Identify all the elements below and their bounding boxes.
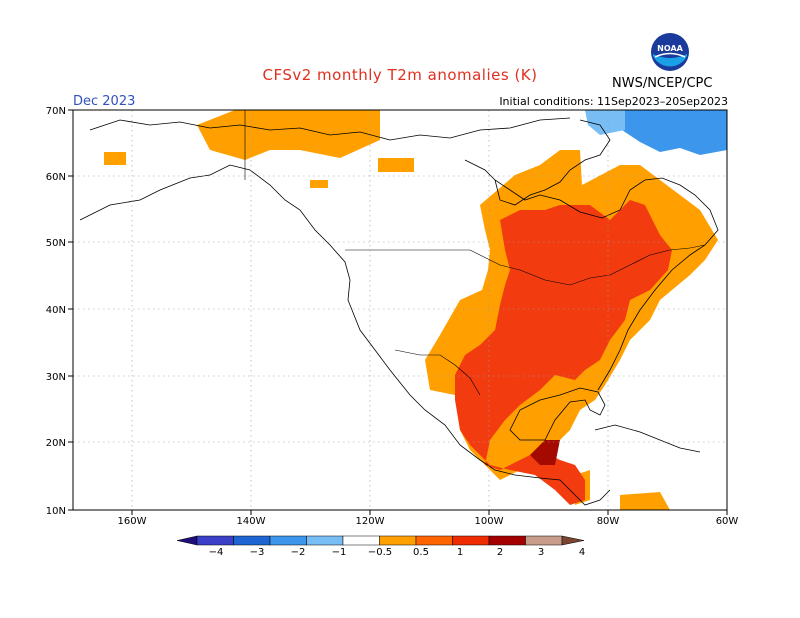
lon-label: 100W — [475, 516, 504, 527]
lon-label: 140W — [237, 516, 266, 527]
colorbar-label: 3 — [538, 547, 544, 558]
colorbar-label: 0.5 — [413, 547, 429, 558]
colorbar-swatch — [342, 535, 380, 546]
colorbar-swatch — [306, 535, 344, 546]
lat-label: 50N — [46, 238, 66, 249]
map-frame — [72, 109, 728, 511]
lat-label: 30N — [46, 372, 66, 383]
lat-label: 40N — [46, 305, 66, 316]
colorbar-label: −0.5 — [368, 547, 392, 558]
anomaly-north-canada-patch3 — [104, 152, 126, 165]
colorbar-swatch — [415, 535, 453, 546]
lon-label: 80W — [597, 516, 620, 527]
colorbar-swatch — [525, 535, 563, 546]
colorbar-swatch — [379, 535, 417, 546]
lat-label: 70N — [46, 106, 66, 117]
colorbar-arrow-right — [561, 535, 585, 546]
forecast-month: Dec 2023 — [73, 94, 136, 109]
noaa-logo-text: NOAA — [657, 44, 683, 53]
coastline — [79, 164, 611, 506]
coastline-gulf — [509, 387, 606, 441]
anomaly-north-canada-patch — [310, 180, 328, 188]
colorbar-label: 1 — [457, 547, 463, 558]
anomaly-north-canada-patch2 — [378, 158, 414, 172]
lat-label: 60N — [46, 172, 66, 183]
border-us-mexico — [394, 349, 481, 396]
anomaly-greenland-weak-cold — [585, 110, 625, 135]
colorbar-label: −2 — [291, 547, 306, 558]
colorbar-label: −1 — [332, 547, 347, 558]
map-title: CFSv2 monthly T2m anomalies (K) — [262, 66, 538, 84]
colorbar-swatch — [233, 535, 271, 546]
colorbar-label: 4 — [579, 547, 585, 558]
colorbar: −4 −3 −2 −1 −0.5 0.5 1 2 3 4 — [176, 535, 585, 558]
anomaly-gulf-strong — [530, 440, 560, 465]
initial-conditions: Initial conditions: 11Sep2023–20Sep2023 — [499, 95, 728, 108]
colorbar-arrow-left — [176, 535, 198, 546]
lat-label: 20N — [46, 438, 66, 449]
colorbar-label: 2 — [497, 547, 503, 558]
colorbar-swatch — [452, 535, 490, 546]
anomaly-eastern-warm — [455, 200, 672, 505]
lon-label: 60W — [716, 516, 739, 527]
colorbar-label: −3 — [250, 547, 265, 558]
colorbar-swatch — [196, 535, 234, 546]
anomaly-north-canada-weak — [197, 110, 380, 160]
coastline-arctic — [89, 117, 571, 141]
lon-label: 120W — [356, 516, 385, 527]
noaa-logo-icon: NOAA — [651, 33, 689, 71]
lon-label: 160W — [118, 516, 147, 527]
colorbar-label: −4 — [209, 547, 224, 558]
colorbar-swatch — [488, 535, 526, 546]
coastline-hudson — [494, 119, 611, 206]
colorbar-swatch — [269, 535, 307, 546]
org-label: NWS/NCEP/CPC — [612, 76, 713, 91]
coastline-east — [464, 159, 719, 391]
anomaly-greenland-cold — [622, 110, 727, 155]
anomaly-south-weak — [620, 492, 670, 510]
coastline-caribbean — [594, 424, 701, 453]
lat-label: 10N — [46, 506, 66, 517]
border-us-canada — [345, 244, 706, 286]
